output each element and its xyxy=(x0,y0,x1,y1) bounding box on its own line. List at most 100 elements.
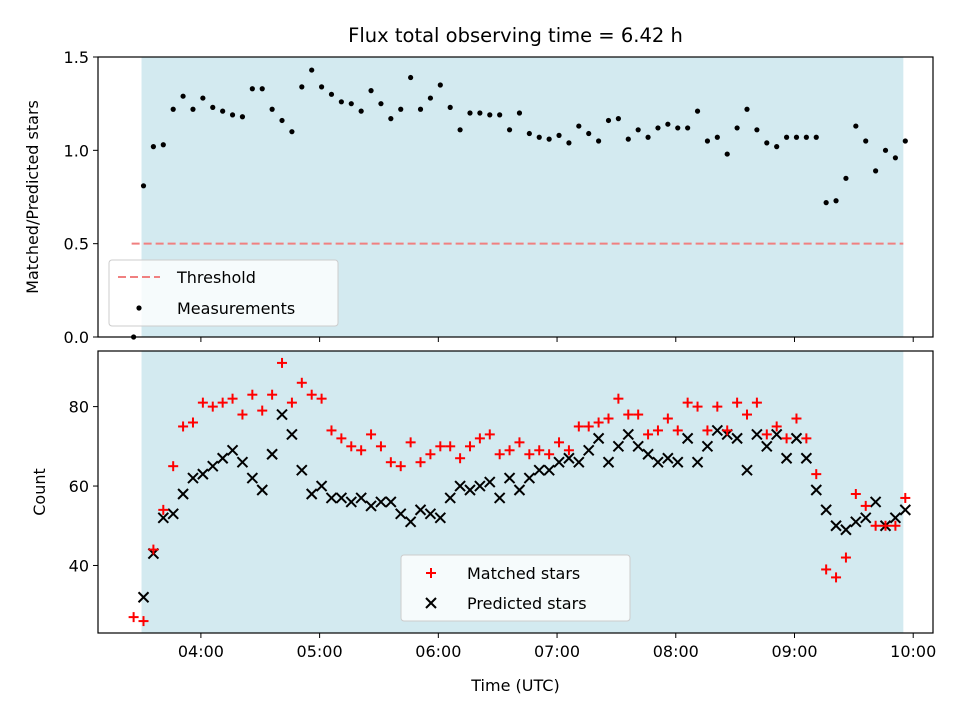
measurement-point xyxy=(774,144,780,150)
measurement-point xyxy=(843,175,849,181)
predicted-star-point xyxy=(741,464,753,476)
measurement-point xyxy=(863,138,869,144)
measurement-point xyxy=(358,108,364,114)
measurement-point xyxy=(368,88,374,94)
bottom-xtick-label: 08:00 xyxy=(653,642,699,661)
measurement-point xyxy=(388,116,394,122)
predicted-star-point xyxy=(672,456,684,468)
measurement-point xyxy=(210,104,216,110)
measurement-point xyxy=(427,95,434,101)
matched-star-point xyxy=(277,357,288,368)
predicted-star-point xyxy=(701,440,714,453)
bottom-xtick-label: 10:00 xyxy=(890,642,936,661)
predicted-star-point xyxy=(573,456,585,468)
predicted-star-point xyxy=(464,484,476,496)
measurement-point xyxy=(180,93,186,99)
top-panel-frame xyxy=(97,56,934,338)
predicted-star-point xyxy=(167,508,179,520)
predicted-star-point xyxy=(790,432,803,445)
predicted-star-point xyxy=(444,492,456,504)
predicted-star-point xyxy=(869,496,882,508)
matched-star-point xyxy=(217,397,228,408)
matched-star-point xyxy=(316,393,327,404)
measurement-point xyxy=(605,117,612,124)
measurement-point xyxy=(408,74,414,81)
measurement-point xyxy=(447,104,453,110)
matched-star-point xyxy=(880,520,891,531)
measurement-point xyxy=(596,138,602,144)
x-axis-label: Time (UTC) xyxy=(470,676,559,695)
predicted-star-point xyxy=(622,428,634,441)
measurement-point xyxy=(724,151,730,157)
predicted-star-point xyxy=(345,496,357,508)
matched-star-point xyxy=(860,500,871,511)
measurement-point xyxy=(467,110,473,116)
measurement-point xyxy=(437,82,443,88)
matched-star-point xyxy=(128,612,139,623)
predicted-star-point xyxy=(523,472,536,484)
predicted-star-point xyxy=(632,440,644,453)
matched-star-point xyxy=(267,389,278,400)
predicted-star-point xyxy=(276,408,288,421)
measurement-point xyxy=(882,147,889,153)
predicted-star-point xyxy=(207,460,219,472)
measurement-point xyxy=(685,125,691,131)
measurement-point xyxy=(744,106,750,112)
measurement-point xyxy=(269,106,275,112)
predicted-star-point xyxy=(424,508,437,520)
bottom-legend: Matched stars Predicted stars xyxy=(400,554,631,622)
matched-star-point xyxy=(573,421,584,432)
measurement-point xyxy=(853,123,859,129)
matched-star-point xyxy=(257,405,268,416)
predicted-star-point xyxy=(711,424,724,437)
measurement-point xyxy=(902,138,908,144)
matched-star-point xyxy=(178,421,189,432)
bottom-ytick-label: 80 xyxy=(69,398,89,417)
predicted-star-point xyxy=(553,456,565,468)
matched-star-point xyxy=(761,429,772,440)
matched-star-point xyxy=(197,397,208,408)
predicted-star-point xyxy=(226,444,239,457)
bottom-ytick-label: 60 xyxy=(69,477,89,496)
matched-star-point xyxy=(821,564,832,575)
measurement-point xyxy=(229,112,236,118)
top-ytick-label: 1.5 xyxy=(64,48,89,67)
measurement-point xyxy=(813,134,819,140)
matched-star-point xyxy=(385,457,396,468)
measurement-point xyxy=(239,114,246,120)
measurement-point xyxy=(803,134,809,140)
measurement-point xyxy=(694,108,701,114)
matched-star-point xyxy=(850,488,861,499)
matched-star-point xyxy=(326,425,337,436)
predicted-star-point xyxy=(385,496,397,508)
predicted-star-point xyxy=(414,504,427,516)
predicted-star-point xyxy=(820,504,832,516)
predicted-star-point xyxy=(691,456,704,468)
predicted-star-point xyxy=(484,476,496,488)
predicted-star-point xyxy=(375,496,387,508)
matched-star-point xyxy=(722,425,733,436)
matched-star-point xyxy=(613,393,624,404)
predicted-star-point xyxy=(305,488,318,500)
matched-star-point xyxy=(375,441,386,452)
measurement-point xyxy=(645,134,651,140)
measurement-point xyxy=(506,127,513,133)
predicted-star-point xyxy=(365,500,377,512)
matched-star-point xyxy=(207,401,218,412)
matched-star-point xyxy=(544,449,555,460)
predicted-star-point xyxy=(296,464,308,476)
predicted-star-point xyxy=(533,464,545,476)
matched-star-point xyxy=(732,397,743,408)
matched-star-point xyxy=(633,409,644,420)
predicted-star-point xyxy=(454,480,466,492)
measurement-point xyxy=(190,106,196,112)
matched-star-point xyxy=(554,437,565,448)
measurement-point xyxy=(675,125,681,131)
matched-star-point xyxy=(286,397,297,408)
matched-star-point xyxy=(811,469,822,480)
measurement-point xyxy=(734,125,740,131)
predicted-star-point xyxy=(850,516,862,528)
matched-star-point xyxy=(870,520,881,531)
matched-star-point xyxy=(464,441,475,452)
